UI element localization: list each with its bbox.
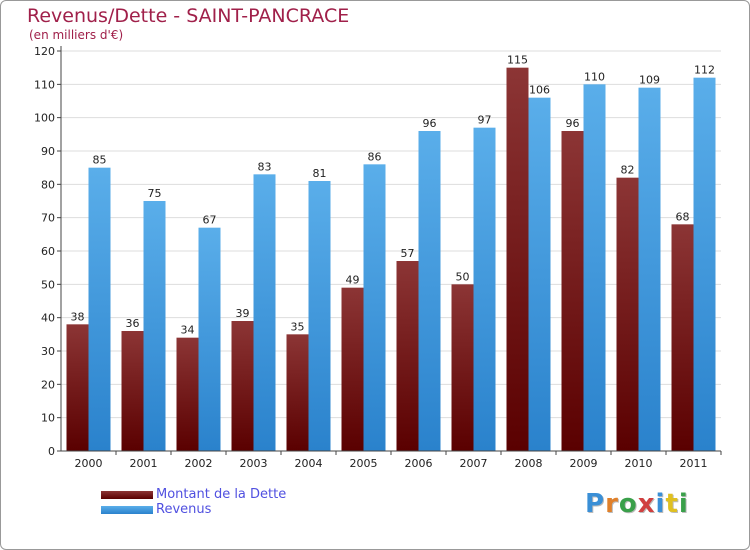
y-tick-label: 30 (41, 345, 55, 358)
chart-subtitle: (en milliers d'€) (29, 28, 124, 42)
y-tick-label: 50 (41, 278, 55, 291)
data-label-revenus: 85 (93, 154, 107, 167)
data-label-revenus: 96 (423, 117, 437, 130)
legend-swatch-dette (101, 491, 153, 499)
bar-dette (231, 321, 254, 451)
data-label-dette: 82 (621, 164, 635, 177)
x-tick-label: 2007 (460, 457, 488, 470)
x-tick-label: 2004 (295, 457, 323, 470)
logo-letter: r (605, 489, 619, 519)
bar-dette (396, 261, 419, 451)
y-tick-label: 40 (41, 312, 55, 325)
x-tick-label: 2000 (75, 457, 103, 470)
grid-lines (61, 50, 721, 419)
bar-dette (671, 224, 694, 451)
data-label-revenus: 112 (694, 64, 715, 77)
bar-revenus (638, 87, 661, 452)
data-label-dette: 49 (346, 274, 360, 287)
y-tick-label: 100 (34, 112, 55, 125)
bar-dette (66, 324, 89, 451)
data-label-dette: 39 (236, 307, 250, 320)
data-label-revenus: 109 (639, 74, 660, 87)
y-tick-label: 110 (34, 78, 55, 91)
y-tick-label: 70 (41, 212, 55, 225)
x-tick-label: 2009 (570, 457, 598, 470)
proxiti-logo: Proxiti (585, 489, 689, 519)
data-label-revenus: 106 (529, 84, 550, 97)
x-tick-label: 2006 (405, 457, 433, 470)
x-tick-label: 2010 (625, 457, 653, 470)
bar-dette (176, 337, 199, 451)
x-tick-label: 2003 (240, 457, 268, 470)
logo-letter: i (655, 489, 666, 519)
x-tick-label: 2011 (680, 457, 708, 470)
bar-revenus (473, 127, 496, 452)
x-tick-label: 2005 (350, 457, 378, 470)
bar-dette (616, 177, 639, 451)
data-label-dette: 34 (181, 324, 195, 337)
legend-label-revenus: Revenus (156, 502, 212, 517)
bar-revenus (583, 84, 606, 451)
bar-revenus (143, 201, 166, 451)
labels: 38 85 36 75 34 67 39 83 35 81 49 86 57 96 50 97 115 106 96… (71, 54, 716, 337)
y-tick-label: 60 (41, 245, 55, 258)
y-tick-label: 120 (34, 45, 55, 58)
data-label-dette: 57 (401, 247, 415, 260)
bar-revenus (253, 174, 276, 452)
axes: 0 10 20 30 40 50 60 70 80 90 100 110 120 2000 2001 2002… (34, 45, 722, 470)
x-tick-label: 2008 (515, 457, 543, 470)
bar-revenus (308, 181, 331, 451)
bar-revenus (198, 227, 221, 451)
bar-dette (286, 334, 309, 451)
data-label-revenus: 97 (478, 114, 492, 127)
x-tick-label: 2002 (185, 457, 213, 470)
legend-swatch-revenus (101, 506, 153, 514)
y-tick-label: 80 (41, 178, 55, 191)
data-label-revenus: 67 (203, 214, 217, 227)
bar-dette (451, 284, 474, 451)
chart-title: Revenus/Dette - SAINT-PANCRACE (27, 5, 350, 27)
bar-revenus (693, 77, 716, 452)
bar-dette (341, 287, 364, 451)
data-label-dette: 50 (456, 270, 470, 283)
logo-letter: P (585, 489, 606, 519)
data-label-dette: 68 (676, 210, 690, 223)
data-label-dette: 35 (291, 320, 305, 333)
data-label-revenus: 75 (148, 187, 162, 200)
logo-letter: i (678, 489, 689, 519)
y-tick-label: 10 (41, 412, 55, 425)
bar-revenus (363, 164, 386, 452)
y-tick-label: 0 (48, 445, 55, 458)
bars (66, 67, 716, 452)
data-label-revenus: 86 (368, 150, 382, 163)
legend-label-dette: Montant de la Dette (156, 487, 287, 502)
logo-letter: t (665, 489, 679, 519)
y-tick-label: 20 (41, 378, 55, 391)
bar-dette (561, 131, 584, 451)
data-label-revenus: 83 (258, 160, 272, 173)
logo-letter: o (618, 489, 638, 519)
bar-dette (121, 331, 144, 451)
bar-revenus (528, 97, 551, 452)
data-label-revenus: 110 (584, 70, 605, 83)
data-label-dette: 36 (126, 317, 140, 330)
bar-dette (506, 67, 529, 452)
x-tick-label: 2001 (130, 457, 158, 470)
data-label-dette: 115 (507, 54, 528, 67)
logo-letter: x (637, 489, 656, 519)
data-label-dette: 38 (71, 310, 85, 323)
data-label-dette: 96 (566, 117, 580, 130)
bar-revenus (418, 131, 441, 451)
bar-revenus (88, 167, 111, 451)
y-tick-label: 90 (41, 145, 55, 158)
data-label-revenus: 81 (313, 167, 327, 180)
